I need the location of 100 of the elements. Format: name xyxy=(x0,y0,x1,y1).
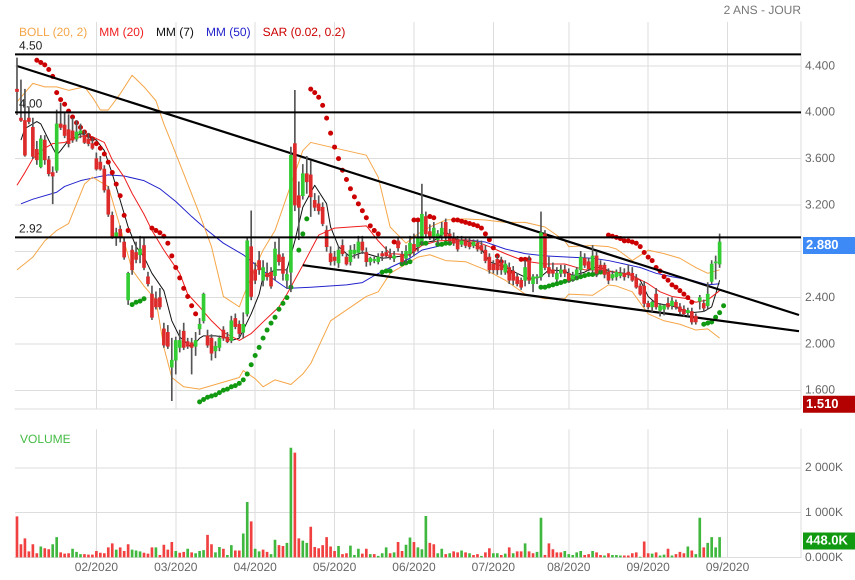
bar xyxy=(309,526,312,558)
bar xyxy=(114,550,118,558)
bar xyxy=(186,548,190,558)
bar xyxy=(250,521,253,558)
bar xyxy=(174,550,178,558)
ref-line-label: 4.50 xyxy=(19,38,43,53)
bar xyxy=(587,554,590,558)
bar xyxy=(476,554,479,558)
bar xyxy=(384,547,388,558)
x-tick-label: 09/2020 xyxy=(626,560,670,574)
y-tick-label: 2.000 xyxy=(805,336,836,350)
bar xyxy=(230,545,233,558)
y-tick-label: 0.000K xyxy=(805,550,844,564)
bar xyxy=(254,548,256,558)
bar xyxy=(464,552,467,558)
bar xyxy=(32,544,34,558)
bar xyxy=(75,552,78,558)
bar xyxy=(492,553,495,558)
bar xyxy=(194,553,197,558)
bar xyxy=(444,554,448,558)
x-tick-label: 02/2020 xyxy=(74,560,118,574)
text: 2.880 xyxy=(806,237,839,252)
y-tick-label: 4.000 xyxy=(805,104,836,119)
bar xyxy=(412,542,416,558)
bar xyxy=(305,542,308,558)
bar xyxy=(432,544,436,558)
bar xyxy=(83,554,86,558)
bar xyxy=(496,553,499,558)
y-tick-label: 2 000K xyxy=(805,460,844,474)
bar xyxy=(674,554,678,558)
bar xyxy=(154,547,158,558)
text: MM (20) xyxy=(99,25,144,39)
y-tick-label: 1 000K xyxy=(805,505,844,520)
bar xyxy=(524,543,526,558)
x-tick-label: 08/2020 xyxy=(547,560,591,574)
bar xyxy=(222,548,225,558)
bar xyxy=(325,537,328,558)
bar xyxy=(357,548,360,558)
ref-line-label: 2.92 xyxy=(19,222,43,236)
bar xyxy=(520,551,522,558)
bar xyxy=(575,552,578,558)
bar xyxy=(134,550,138,558)
bar xyxy=(138,551,142,558)
bar xyxy=(182,552,186,558)
bar xyxy=(678,552,682,558)
bar xyxy=(512,553,515,558)
bar xyxy=(368,554,372,558)
bar xyxy=(47,549,50,558)
y-tick-label: 4.400 xyxy=(805,58,836,72)
bar xyxy=(266,552,268,558)
bar xyxy=(556,552,558,558)
bar xyxy=(528,551,530,558)
bar xyxy=(39,546,42,558)
bar xyxy=(484,552,487,558)
bar xyxy=(634,552,638,558)
bar xyxy=(87,554,90,558)
bar xyxy=(424,516,428,558)
bar xyxy=(349,546,352,558)
bar xyxy=(67,553,70,558)
bar xyxy=(372,554,376,558)
bar xyxy=(24,538,26,558)
bar xyxy=(238,550,241,558)
bar xyxy=(110,543,114,558)
bar xyxy=(234,550,237,558)
bar xyxy=(560,552,562,558)
bar xyxy=(488,548,491,558)
bar xyxy=(456,552,459,558)
bar xyxy=(388,553,392,558)
bar xyxy=(150,547,154,558)
bar xyxy=(206,534,209,558)
bar xyxy=(345,553,348,558)
bar xyxy=(290,448,292,558)
text: 1.510 xyxy=(806,396,839,411)
bar xyxy=(690,550,694,558)
bar xyxy=(662,554,666,558)
bar xyxy=(282,546,284,558)
bar xyxy=(71,548,74,558)
text: SAR (0.02, 0.2) xyxy=(262,25,346,39)
bar xyxy=(202,550,205,558)
x-tick-label: 09/2020 xyxy=(706,560,750,574)
text: 2 ANS - JOUR xyxy=(724,3,801,17)
x-tick-label: 05/2020 xyxy=(312,560,357,574)
y-tick-label: 3.200 xyxy=(805,197,836,212)
bar xyxy=(278,545,280,558)
bar xyxy=(130,550,134,558)
bar xyxy=(63,554,66,558)
x-tick-label: 06/2020 xyxy=(392,560,436,574)
bar xyxy=(337,546,340,558)
bar xyxy=(16,516,18,558)
bar xyxy=(218,546,221,558)
bar xyxy=(702,547,706,558)
bar xyxy=(548,543,550,558)
x-tick-label: 04/2020 xyxy=(233,560,278,574)
y-tick-label: 3.600 xyxy=(805,150,836,165)
bar xyxy=(246,502,249,558)
bar xyxy=(682,553,686,558)
bar xyxy=(190,552,193,558)
bar xyxy=(718,537,721,558)
x-tick-label: 03/2020 xyxy=(154,560,198,574)
bar xyxy=(341,554,344,558)
